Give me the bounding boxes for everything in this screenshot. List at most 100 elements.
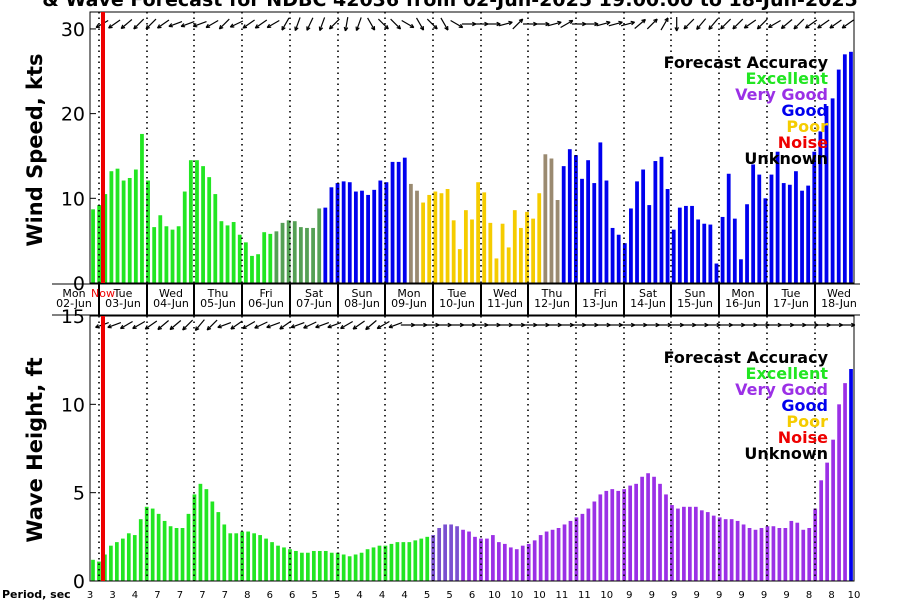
wave-bar	[449, 524, 453, 581]
wind-bar	[158, 215, 163, 283]
wave-bar	[168, 526, 173, 581]
wave-direction-arrow	[144, 320, 158, 330]
wave-bar	[789, 520, 794, 581]
wind-accuracy-legend: Forecast Accuracy Excellent Very Good Go…	[664, 53, 829, 168]
wind-direction-arrow	[461, 21, 477, 27]
wind-y-axis-label: Wind Speed, kts	[23, 53, 47, 246]
wave-direction-arrow	[645, 322, 660, 328]
wave-bar	[520, 545, 525, 581]
wave-bar	[198, 483, 203, 581]
wave-bar	[252, 533, 256, 581]
wave-bar	[777, 528, 782, 581]
wave-bar	[144, 506, 149, 581]
wind-bar	[543, 154, 548, 283]
wind-direction-arrow	[145, 18, 157, 30]
wind-direction-arrow	[168, 21, 183, 28]
wind-bar	[470, 219, 474, 283]
wave-bar	[395, 542, 400, 581]
wave-y-ticks: 0 5 10 15	[61, 306, 96, 593]
wave-bar	[616, 490, 621, 581]
wind-bar	[732, 218, 737, 283]
now-marker: Now	[91, 12, 115, 581]
period-value: 9	[738, 590, 744, 600]
wave-bar	[174, 528, 179, 581]
wave-bar	[538, 535, 543, 581]
wave-bar	[258, 535, 262, 581]
wave-direction-arrow	[816, 322, 831, 328]
wind-bar	[610, 227, 615, 283]
period-value: 7	[199, 590, 205, 600]
wind-bar	[445, 189, 450, 283]
wave-bar	[723, 519, 728, 581]
period-value: 5	[334, 590, 340, 600]
wave-direction-arrow	[449, 322, 464, 328]
wind-bar	[280, 222, 285, 283]
wind-bar	[537, 193, 542, 283]
wave-direction-arrow	[120, 320, 133, 330]
wave-bar	[204, 489, 209, 581]
wind-direction-arrow	[367, 17, 376, 31]
wind-y-tick-label: 10	[61, 188, 85, 210]
wind-bar	[115, 168, 120, 283]
wind-direction-arrow	[696, 18, 707, 30]
wind-bar	[103, 194, 108, 283]
wind-bar	[146, 180, 150, 283]
wind-direction-arrow	[608, 20, 623, 27]
wind-direction-arrow	[683, 18, 695, 30]
wave-bar	[610, 489, 615, 581]
period-value: 9	[671, 590, 677, 600]
wave-bar	[413, 540, 418, 581]
wind-bar	[567, 149, 572, 283]
wind-bar	[842, 54, 847, 284]
wind-y-tick-label: 20	[61, 104, 85, 126]
wave-bar	[664, 494, 668, 581]
wind-direction-arrow	[390, 18, 402, 30]
wind-direction-arrow	[229, 20, 244, 28]
wind-bar	[286, 220, 291, 283]
wave-panel: Wave Height, ft 0 5 10 15 Forecast Accuracy…	[23, 306, 856, 593]
wave-direction-arrow	[327, 322, 342, 329]
day-date-label: 03-Jun	[105, 297, 141, 310]
wind-bar	[256, 254, 260, 283]
day-name-label: Sat	[639, 287, 658, 300]
wind-direction-arrow	[377, 18, 389, 30]
day-name-label: Thu	[207, 287, 229, 300]
period-value: 5	[446, 590, 452, 600]
wave-bar	[115, 542, 119, 581]
wave-direction-arrow	[559, 322, 574, 328]
wind-bar	[677, 207, 682, 283]
wind-direction-arrow	[401, 19, 415, 29]
wind-direction-arrow	[708, 18, 719, 30]
wind-bar	[647, 205, 652, 283]
wave-bar	[813, 508, 818, 581]
wind-bar	[500, 223, 505, 283]
day-name-label: Fri	[259, 287, 272, 300]
wind-direction-arrow	[156, 19, 170, 29]
wave-bar	[425, 536, 430, 581]
wind-direction-arrow	[180, 21, 195, 28]
wind-bar	[836, 69, 841, 283]
wave-bar	[711, 515, 716, 581]
day-date-label: 14-Jun	[630, 297, 666, 310]
wind-bar	[781, 183, 786, 283]
wave-bar	[138, 519, 143, 581]
day-date-label: 10-Jun	[439, 297, 475, 310]
wave-direction-arrow	[290, 322, 305, 329]
wave-bar	[401, 542, 406, 581]
wave-bar	[514, 549, 519, 581]
wind-bar	[561, 166, 566, 283]
wave-bar	[831, 439, 835, 581]
wind-bar	[219, 221, 224, 283]
period-value: 4	[356, 590, 362, 600]
wave-direction-arrow	[608, 322, 623, 328]
wind-direction-arrow	[343, 16, 349, 32]
wave-direction-arrow	[535, 322, 550, 328]
wave-bar	[288, 549, 292, 581]
wave-bar	[550, 529, 555, 581]
wave-bar	[574, 517, 579, 581]
wave-bar	[246, 531, 251, 581]
wave-direction-arrow	[486, 322, 501, 328]
wind-direction-arrow	[571, 21, 587, 27]
wave-bar	[294, 550, 298, 581]
wave-bar	[109, 545, 113, 581]
